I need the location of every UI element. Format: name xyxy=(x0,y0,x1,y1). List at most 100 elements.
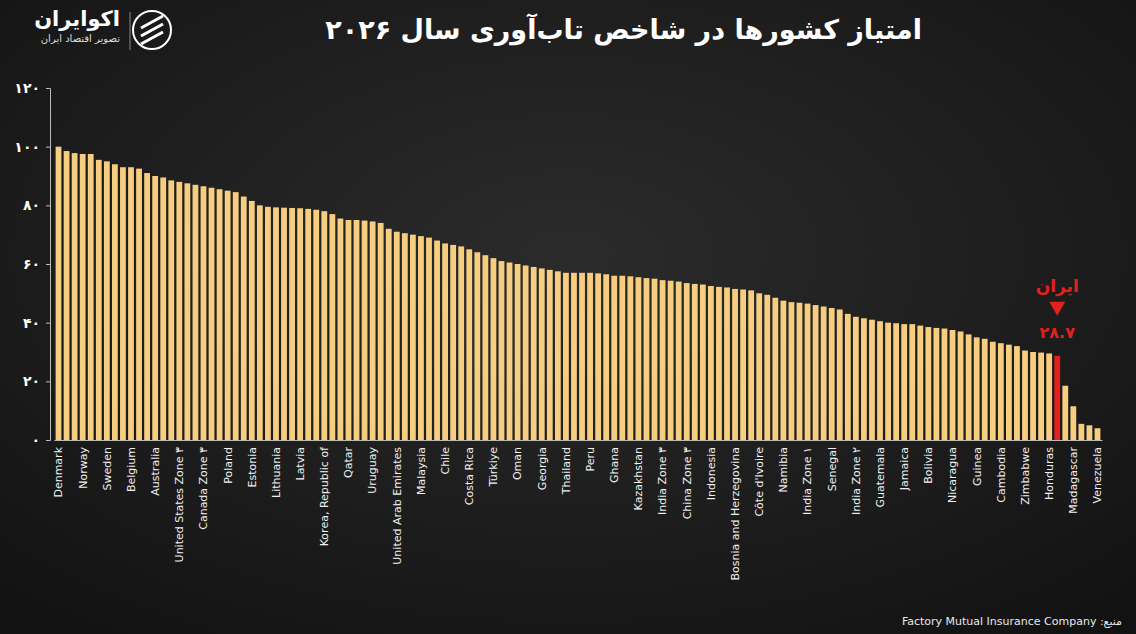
x-tick: Venezuela xyxy=(1091,447,1104,504)
x-tick-label: Honduras xyxy=(1043,447,1056,500)
x-tick: Latvia xyxy=(294,447,307,481)
x-tick-label: Qatar xyxy=(342,447,355,478)
bar xyxy=(700,285,706,440)
y-axis: ۰۲۰۴۰۶۰۸۰۱۰۰۱۲۰ xyxy=(14,80,50,448)
bar xyxy=(571,273,577,440)
x-tick: Nicaragua xyxy=(946,447,959,503)
bar xyxy=(378,223,384,440)
x-tick-label: Jamaica xyxy=(898,447,911,491)
x-tick-label: Venezuela xyxy=(1091,447,1104,504)
x-tick-label: Australia xyxy=(149,447,162,496)
bar xyxy=(877,321,883,440)
x-tick: Malaysia xyxy=(415,447,428,495)
bar xyxy=(998,343,1004,440)
bar xyxy=(112,164,118,440)
annotation-arrow xyxy=(1049,302,1065,316)
x-tick-label: Thailand xyxy=(560,447,573,495)
x-tick-label: Sweden xyxy=(101,447,114,490)
bar xyxy=(772,298,778,440)
y-tick-mark xyxy=(46,88,50,89)
x-tick: Namibia xyxy=(777,447,790,493)
x-tick-label: China Zone ۳ xyxy=(681,447,694,519)
x-tick: Ghana xyxy=(608,447,621,483)
bar xyxy=(152,176,158,440)
bar xyxy=(458,246,464,440)
y-tick-label: ۰ xyxy=(31,432,40,448)
x-tick-label: Bolivia xyxy=(922,447,935,484)
x-tick-label: Costa Rica xyxy=(463,447,476,505)
x-tick: Sweden xyxy=(101,447,114,490)
bar xyxy=(1014,346,1020,440)
x-tick-label: Cambodia xyxy=(995,447,1008,503)
bar xyxy=(627,276,633,440)
bar xyxy=(507,263,513,440)
x-tick-label: Georgia xyxy=(536,447,549,490)
bar xyxy=(434,241,440,440)
x-tick: Norway xyxy=(77,447,90,489)
bar xyxy=(354,220,360,440)
bar xyxy=(96,160,102,440)
x-tick: Jamaica xyxy=(898,447,911,491)
bar xyxy=(305,209,311,440)
x-tick: Canada Zone ۳ xyxy=(197,447,210,530)
bar xyxy=(136,169,142,440)
bar xyxy=(789,302,795,440)
bar xyxy=(402,233,408,440)
bar xyxy=(184,183,190,440)
bar xyxy=(426,238,432,440)
y-tick-mark xyxy=(46,205,50,206)
bar xyxy=(780,301,786,440)
bar xyxy=(1006,345,1012,440)
x-tick-label: Oman xyxy=(511,447,524,480)
y-tick-mark xyxy=(46,381,50,382)
x-tick: Belgium xyxy=(125,447,138,492)
bar xyxy=(482,255,488,440)
bar xyxy=(450,245,456,440)
x-tick: Zimbabwe xyxy=(1019,447,1032,505)
x-tick: Georgia xyxy=(536,447,549,490)
bar xyxy=(313,210,319,440)
x-tick: Honduras xyxy=(1043,447,1056,500)
bar xyxy=(1095,428,1101,440)
bar xyxy=(539,268,545,440)
y-tick-label: ۶۰ xyxy=(23,256,40,272)
bar xyxy=(909,324,915,440)
logo-icon xyxy=(133,11,171,49)
bar xyxy=(273,207,279,440)
bar xyxy=(64,151,70,440)
annotations: ۲۸.۷ایران xyxy=(1036,276,1079,342)
x-tick-label: India Zone ۳ xyxy=(656,447,669,515)
bar xyxy=(716,287,722,440)
y-tick-label: ۸۰ xyxy=(23,197,40,213)
bar xyxy=(764,295,770,440)
bar xyxy=(805,304,811,440)
bar xyxy=(813,305,819,440)
chart: ۰۲۰۴۰۶۰۸۰۱۰۰۱۲۰DenmarkNorwaySwedenBelgiu… xyxy=(0,0,1136,634)
bar xyxy=(925,327,931,440)
x-tick: Bolivia xyxy=(922,447,935,484)
x-tick-label: Malaysia xyxy=(415,447,428,495)
x-tick-label: Kazakhstan xyxy=(632,447,645,510)
x-tick: United States Zone ۳ xyxy=(173,447,186,562)
x-tick-label: India Zone ۲ xyxy=(850,447,863,515)
bar xyxy=(321,211,327,440)
x-tick-label: Chile xyxy=(439,447,452,475)
x-tick: Lithuania xyxy=(270,447,283,498)
y-tick-label: ۴۰ xyxy=(23,315,40,331)
x-tick: Kazakhstan xyxy=(632,447,645,510)
bar xyxy=(1030,352,1036,440)
bar xyxy=(201,186,207,440)
bar xyxy=(821,307,827,440)
bar xyxy=(499,261,505,440)
x-tick-label: United Arab Emirates xyxy=(391,447,404,565)
bar xyxy=(80,154,86,440)
bar xyxy=(1070,406,1076,440)
x-tick-label: Estonia xyxy=(246,447,259,488)
bar xyxy=(644,278,650,440)
bar xyxy=(474,252,480,440)
bar xyxy=(386,229,392,440)
bar xyxy=(893,323,899,440)
x-tick: Côte d'Ivoire xyxy=(753,447,766,517)
bar xyxy=(708,286,714,440)
bar xyxy=(595,273,601,440)
